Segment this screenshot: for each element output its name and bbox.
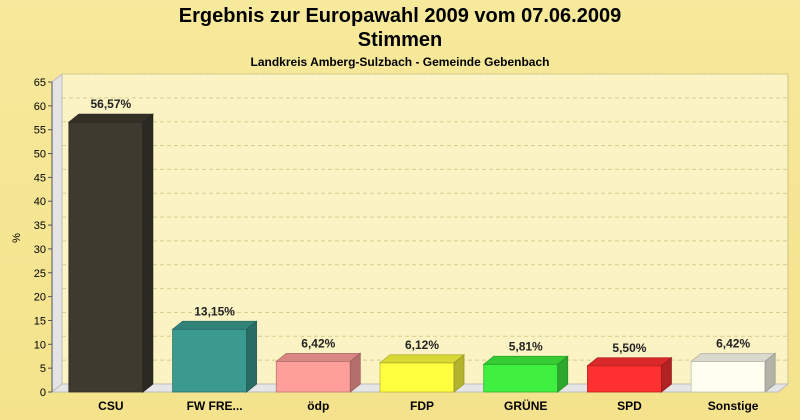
y-tick-label: 35	[34, 220, 46, 232]
bar-front	[483, 363, 559, 393]
y-tick-label: 40	[34, 196, 46, 208]
bar-top	[586, 357, 673, 367]
bar-side	[764, 352, 776, 393]
y-tick-label: 65	[34, 77, 46, 89]
bar-front	[587, 365, 662, 393]
x-category-label: ödp	[307, 399, 329, 413]
bar-value-label: 6,12%	[405, 338, 439, 352]
labels: 56,57% CSU 13,15% FW FRE... 6,42% ödp 6,12% FDP…	[91, 97, 759, 413]
chart-subtitle: Stimmen	[358, 29, 442, 51]
bar-front	[690, 360, 766, 393]
y-axis-label: %	[11, 233, 23, 243]
x-category-label: Sonstige	[708, 399, 759, 413]
x-category-label: CSU	[98, 399, 123, 413]
x-category-label: SPD	[617, 399, 642, 413]
y-tick-label: 20	[34, 292, 46, 304]
x-category-label: GRÜNE	[504, 398, 547, 413]
bar-5	[586, 356, 673, 393]
bar-value-label: 6,42%	[716, 336, 750, 350]
y-tick-label: 15	[34, 315, 46, 327]
bar-side	[349, 352, 361, 393]
bar-top	[482, 355, 569, 365]
bar-front	[275, 360, 351, 393]
bars	[67, 113, 777, 393]
y-tick-label: 55	[34, 125, 46, 137]
y-tick-label: 25	[34, 268, 46, 280]
y-axis: 0 5 10 15 20 25 30 35 40 45 50 55 60 65	[34, 77, 53, 399]
bar-top	[171, 320, 258, 330]
bar-value-label: 56,57%	[91, 97, 132, 111]
chart-title: Ergebnis zur Europawahl 2009 vom 07.06.2…	[179, 5, 621, 27]
bar-side	[557, 355, 569, 393]
chart-caption: Landkreis Amberg-Sulzbach - Gemeinde Geb…	[251, 55, 550, 69]
bar-side	[246, 320, 257, 393]
y-tick-label: 60	[34, 101, 46, 113]
bar-front	[172, 328, 247, 393]
y-tick-label: 45	[34, 172, 46, 184]
bar-1	[171, 320, 258, 393]
bar-6	[690, 352, 777, 393]
bar-2	[275, 352, 362, 393]
bar-side	[453, 353, 465, 393]
y-tick-label: 10	[34, 339, 46, 351]
bar-side	[142, 113, 154, 393]
bar-front	[379, 362, 455, 393]
bar-3	[378, 353, 466, 393]
x-category-label: FDP	[410, 399, 434, 413]
bar-0	[67, 113, 154, 393]
y-tick-label: 30	[34, 244, 46, 256]
bar-front	[68, 121, 144, 393]
bar-value-label: 6,42%	[301, 336, 335, 350]
bar-top	[67, 113, 154, 123]
bar-value-label: 5,81%	[509, 339, 543, 353]
y-tick-label: 50	[34, 149, 46, 161]
bar-value-label: 13,15%	[194, 304, 235, 318]
bar-side	[661, 356, 672, 393]
y-tick-label: 5	[40, 363, 46, 375]
y-tick-label: 0	[40, 387, 46, 399]
bar-top	[690, 352, 777, 362]
x-category-label: FW FRE...	[187, 399, 243, 413]
plot-side-wall	[51, 72, 63, 394]
bar-value-label: 5,50%	[612, 341, 646, 355]
bar-top	[275, 352, 362, 362]
bar-4	[482, 355, 569, 393]
bar-top	[378, 354, 466, 364]
